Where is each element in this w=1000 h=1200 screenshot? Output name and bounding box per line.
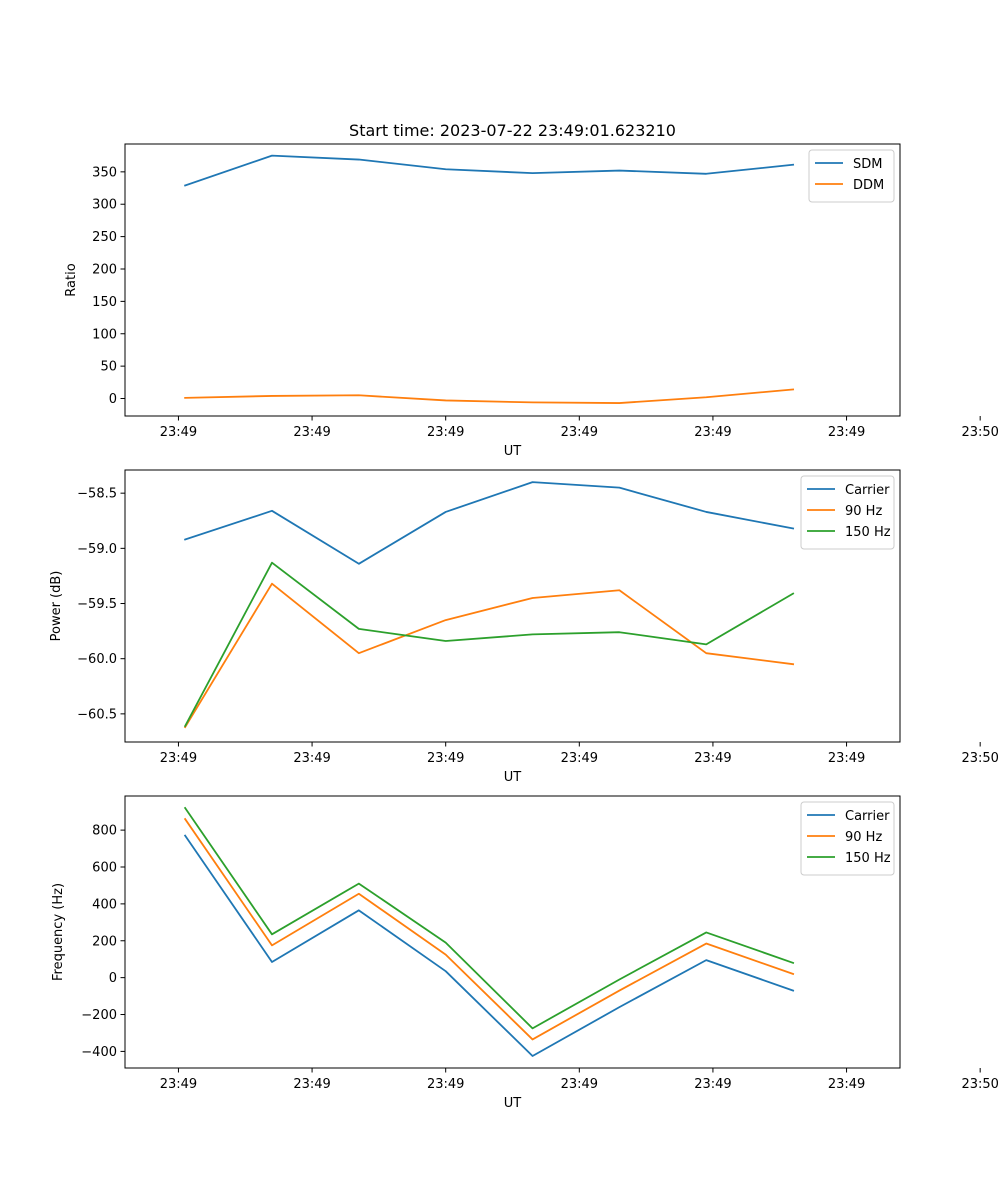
x-tick-label: 23:49 (561, 425, 598, 440)
series-line-90-hz (183, 817, 795, 1041)
legend-label: 150 Hz (845, 525, 891, 540)
y-tick-label: 150 (92, 295, 117, 310)
legend-label: Carrier (845, 809, 890, 824)
y-tick-label: 250 (92, 230, 117, 245)
y-tick-label: −58.5 (77, 487, 117, 502)
y-tick-label: 800 (92, 824, 117, 839)
series-line-150-hz (183, 561, 795, 728)
legend-label: 150 Hz (845, 851, 891, 866)
series-line-carrier (183, 481, 795, 565)
x-axis-label: UT (504, 1096, 522, 1111)
series-line-90-hz (183, 582, 795, 729)
axes-frame (124, 795, 901, 1069)
x-tick-label: 23:49 (293, 425, 330, 440)
y-tick-label: 400 (92, 897, 117, 912)
legend-label: 90 Hz (845, 504, 882, 519)
y-axis-label: Frequency (Hz) (51, 883, 66, 981)
chart-panel-3: 23:49 23:49 23:49 23:49 23:49 23:49 23:50 −400 −… (51, 795, 999, 1111)
y-tick-label: −200 (81, 1008, 117, 1023)
series-line-150-hz (183, 806, 795, 1030)
y-tick-label: −59.5 (77, 597, 117, 612)
legend: Carrier 90 Hz 150 Hz (800, 801, 895, 876)
y-axis-label: Ratio (64, 263, 79, 296)
chart-panel-2: 23:49 23:49 23:49 23:49 23:49 23:49 23:50 −60.5… (49, 469, 999, 785)
y-axis-label: Power (dB) (49, 571, 64, 642)
series-line-sdm (183, 154, 795, 187)
legend-label: 90 Hz (845, 830, 882, 845)
x-tick-label: 23:49 (160, 425, 197, 440)
legend-label: Carrier (845, 483, 890, 498)
x-tick-label: 23:49 (160, 751, 197, 766)
y-tick-label: −60.0 (77, 652, 117, 667)
axes-frame (124, 143, 901, 417)
legend: SDM DDM (808, 149, 895, 203)
x-axis-label: UT (504, 770, 522, 785)
x-tick-label: 23:49 (160, 1077, 197, 1092)
series-line-carrier (183, 834, 795, 1057)
y-tick-label: 200 (92, 934, 117, 949)
x-tick-label: 23:49 (427, 425, 464, 440)
y-tick-label: 300 (92, 198, 117, 213)
y-tick-label: 600 (92, 860, 117, 875)
x-tick-label: 23:49 (427, 751, 464, 766)
y-tick-label: −60.5 (77, 707, 117, 722)
x-axis-label: UT (504, 444, 522, 459)
y-tick-label: −400 (81, 1045, 117, 1060)
y-tick-label: 0 (109, 971, 117, 986)
y-tick-label: 100 (92, 327, 117, 342)
legend-label: DDM (853, 178, 884, 193)
series-line-ddm (184, 388, 795, 404)
x-tick-label: 23:49 (694, 425, 731, 440)
x-tick-label: 23:49 (561, 1077, 598, 1092)
x-tick-label: 23:49 (694, 1077, 731, 1092)
x-tick-label: 23:49 (561, 751, 598, 766)
x-tick-label: 23:49 (828, 425, 865, 440)
x-tick-label: 23:50 (961, 425, 998, 440)
y-tick-label: 0 (109, 392, 117, 407)
x-tick-label: 23:49 (293, 1077, 330, 1092)
chart-title: Start time: 2023-07-22 23:49:01.623210 (349, 121, 676, 140)
x-tick-label: 23:50 (961, 751, 998, 766)
y-tick-label: −59.0 (77, 542, 117, 557)
x-tick-label: 23:49 (427, 1077, 464, 1092)
x-tick-label: 23:49 (828, 1077, 865, 1092)
legend: Carrier 90 Hz 150 Hz (800, 475, 895, 550)
y-tick-label: 200 (92, 262, 117, 277)
axes-frame (124, 469, 901, 743)
legend-label: SDM (853, 157, 882, 172)
y-tick-label: 50 (100, 360, 117, 375)
x-tick-label: 23:49 (694, 751, 731, 766)
x-tick-label: 23:49 (293, 751, 330, 766)
y-tick-label: 350 (92, 165, 117, 180)
chart-panel-1: Start time: 2023-07-22 23:49:01.623210 23… (64, 121, 999, 459)
x-tick-label: 23:50 (961, 1077, 998, 1092)
x-tick-label: 23:49 (828, 751, 865, 766)
